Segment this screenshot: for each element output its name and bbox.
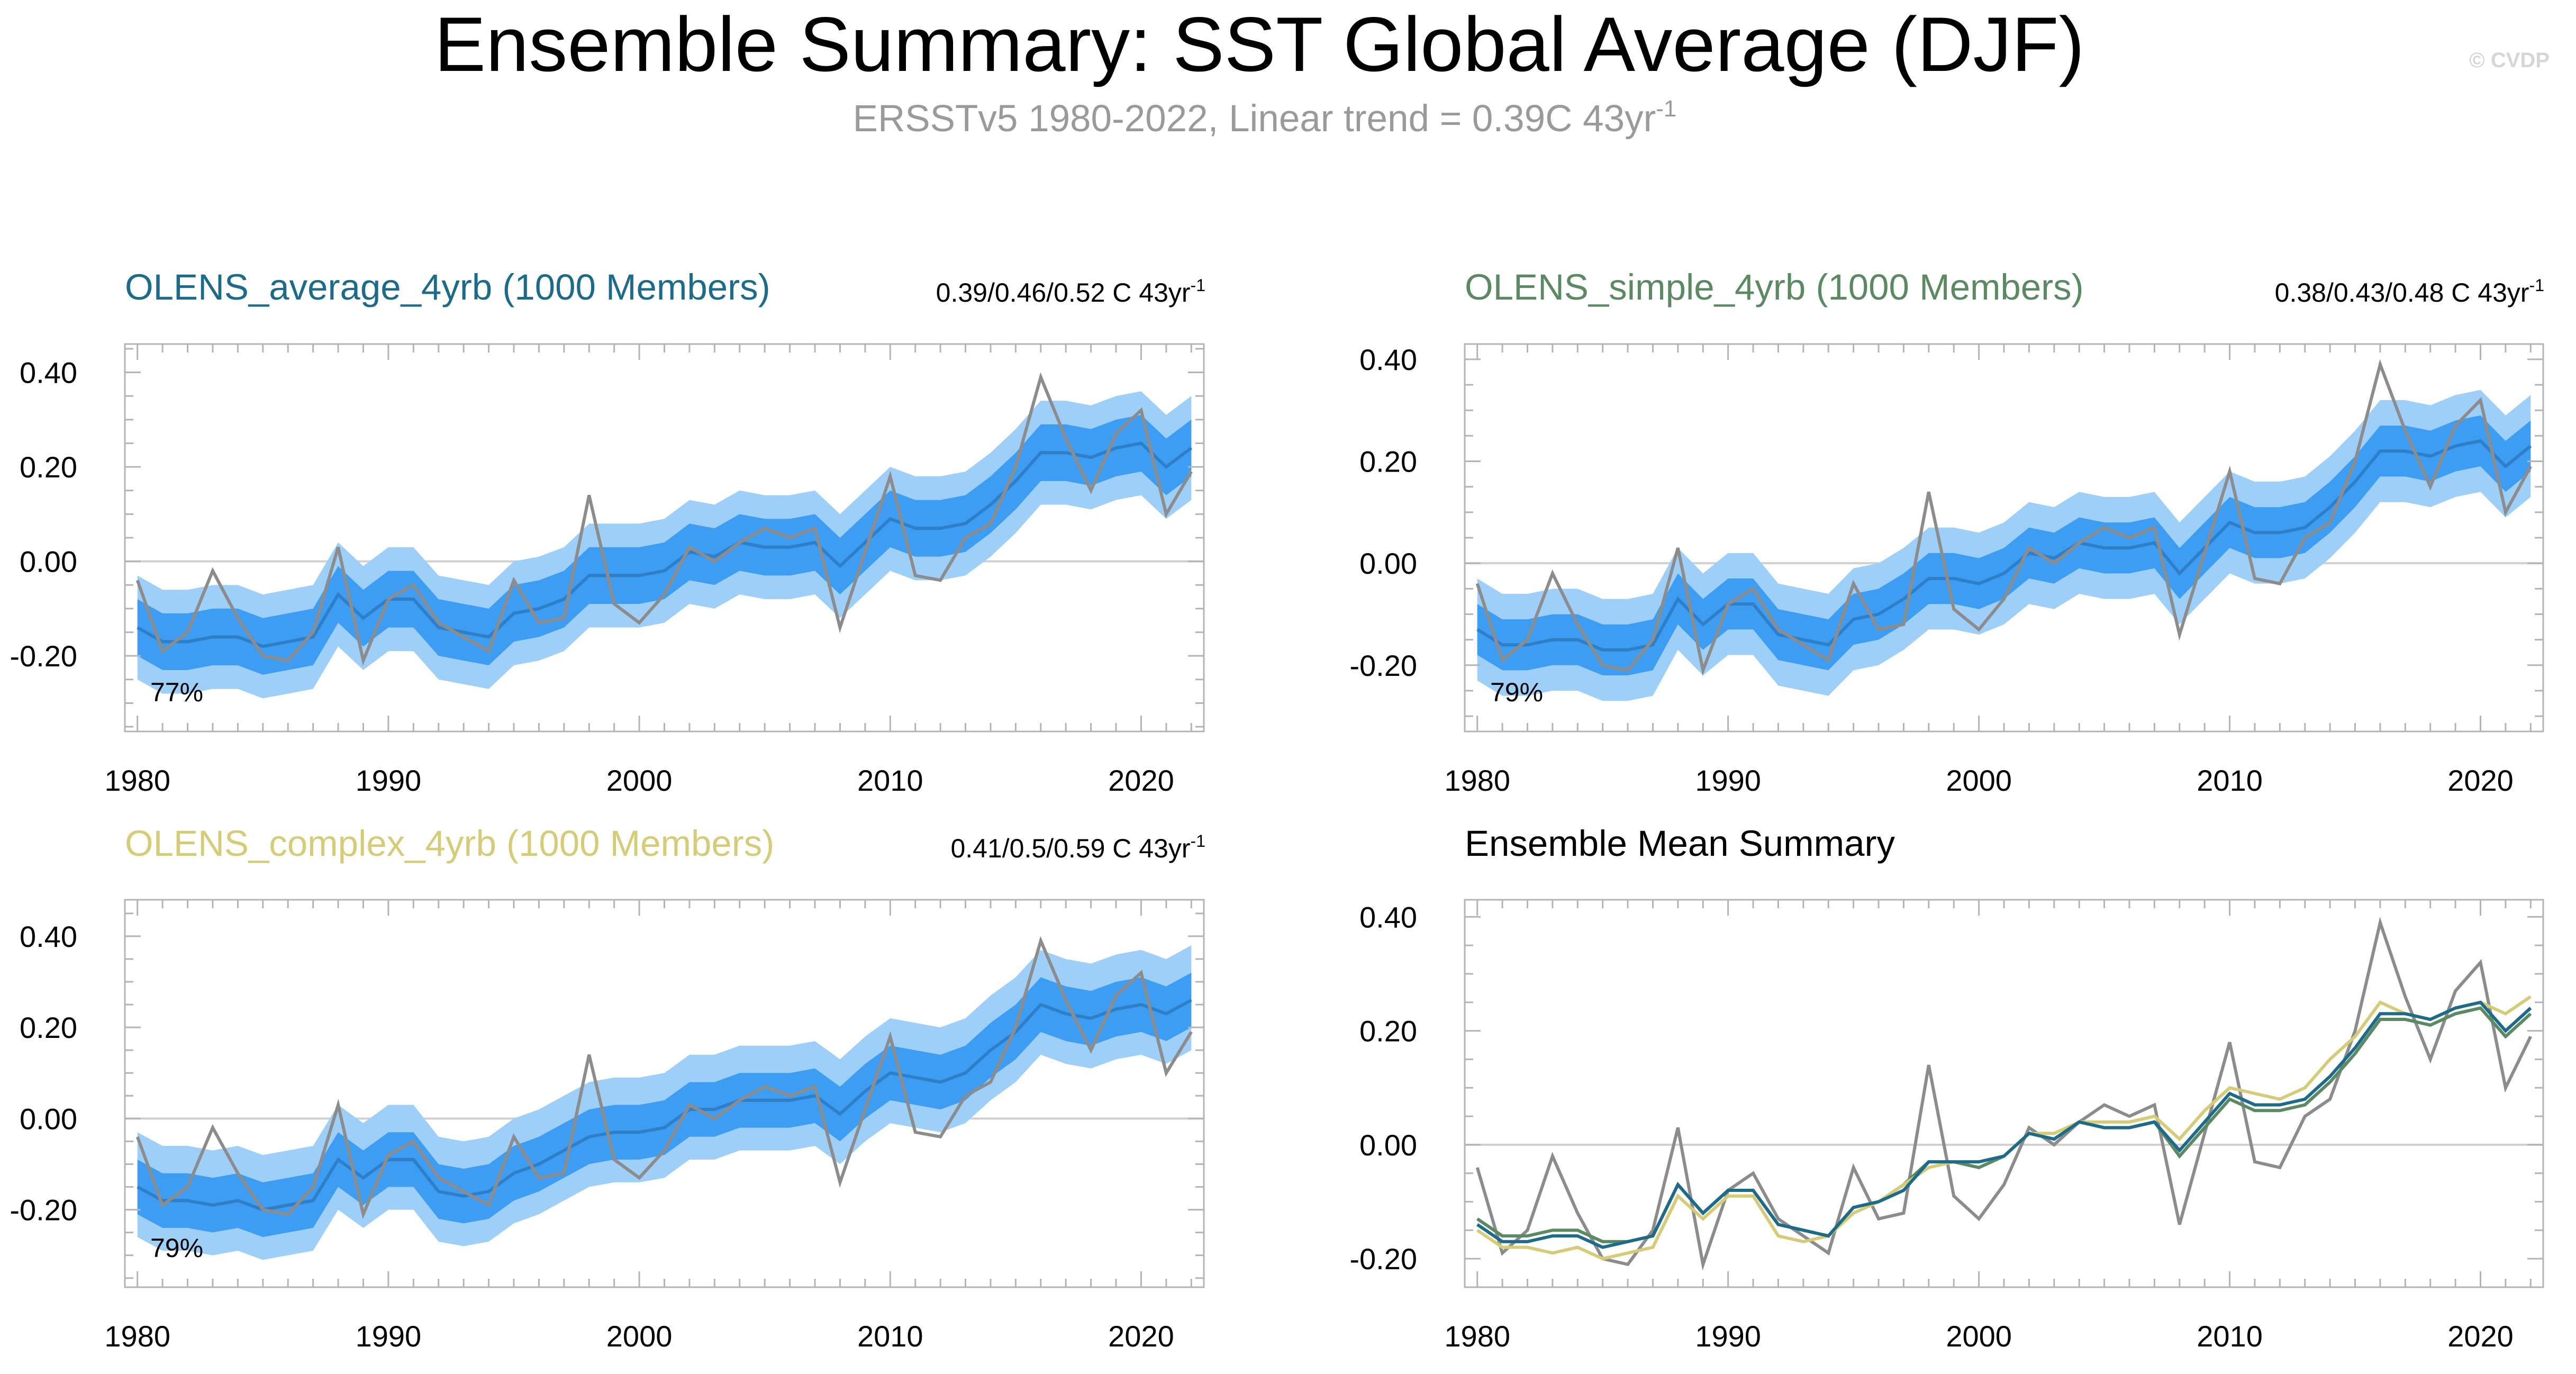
trend-label: 0.38/0.43/0.48 C 43yr-1	[2275, 276, 2544, 308]
percent-label: 79%	[150, 1233, 203, 1263]
x-tick-label: 2010	[857, 1319, 923, 1353]
x-tick-label: 2020	[2447, 1319, 2514, 1353]
chart-panel-average: OLENS_average_4yrb (1000 Members) 0.39/0.…	[10, 267, 1205, 797]
y-tick-label: 0.40	[1359, 900, 1417, 934]
y-tick-label: -0.20	[10, 1194, 77, 1227]
inner-band	[137, 414, 1192, 675]
ensemble-mean-line	[137, 998, 1192, 1212]
series-line-olens-average-4yrb	[1476, 1000, 2532, 1249]
x-tick-label: 1990	[1695, 764, 1761, 797]
trend-label-superscript: -1	[1191, 276, 1205, 295]
percent-label: 79%	[1490, 677, 1543, 707]
trend-label: 0.39/0.46/0.52 C 43yr-1	[936, 276, 1205, 308]
x-tick-label: 1980	[104, 764, 170, 797]
x-tick-label: 1980	[104, 1319, 170, 1353]
y-tick-label: 0.00	[1359, 1128, 1417, 1162]
y-tick-label: 0.20	[1359, 445, 1417, 478]
x-tick-label: 2010	[857, 764, 923, 797]
percent-label: 77%	[150, 677, 203, 707]
panel-title: OLENS_complex_4yrb (1000 Members)	[125, 823, 774, 864]
y-tick-label: 0.20	[20, 450, 77, 484]
y-tick-label: 0.00	[20, 545, 77, 578]
panel-title: OLENS_average_4yrb (1000 Members)	[125, 267, 770, 308]
x-tick-label: 2000	[1946, 1319, 2012, 1353]
trend-label-text: 0.41/0.5/0.59 C 43yr	[950, 834, 1190, 863]
figure-subtitle: ERSSTv5 1980-2022, Linear trend = 0.39C …	[853, 96, 1677, 140]
chart-panels: OLENS_average_4yrb (1000 Members) 0.39/0.…	[10, 267, 2544, 1353]
x-tick-label: 1980	[1444, 1319, 1510, 1353]
trend-label-superscript: -1	[2529, 276, 2544, 295]
observations-line	[1475, 359, 2532, 676]
y-tick-label: -0.20	[1349, 649, 1417, 682]
inner-band	[1477, 415, 2531, 676]
y-tick-label: 0.20	[1359, 1015, 1417, 1048]
subtitle-text: ERSSTv5 1980-2022, Linear trend = 0.39C …	[853, 98, 1656, 140]
trend-label: 0.41/0.5/0.59 C 43yr-1	[950, 831, 1205, 863]
cvdp-watermark: © CVDP	[2469, 49, 2550, 72]
y-tick-label: 0.20	[20, 1011, 77, 1044]
observations-line	[135, 372, 1193, 666]
series-line-observations-ersstv5	[1475, 917, 2532, 1271]
y-tick-label: 0.00	[1359, 547, 1417, 580]
plot-frame	[1464, 899, 2544, 1288]
y-tick-label: 0.40	[20, 356, 77, 390]
series-line-olens-complex-4yrb	[1476, 995, 2532, 1261]
x-tick-label: 1990	[356, 1319, 422, 1353]
x-tick-label: 2020	[1108, 764, 1174, 797]
x-tick-label: 2000	[606, 764, 673, 797]
x-tick-label: 1990	[1695, 1319, 1761, 1353]
y-tick-label: 0.40	[20, 920, 77, 953]
subtitle-superscript: -1	[1656, 96, 1676, 122]
inner-band	[137, 972, 1192, 1237]
chart-panel-simple: OLENS_simple_4yrb (1000 Members) 0.38/0.4…	[1349, 267, 2544, 797]
ensemble-mean-line	[1476, 439, 2532, 652]
chart-panel-mean_summary: Ensemble Mean Summary 1980 1990 2000 2010 202…	[1349, 823, 2544, 1353]
x-tick-label: 2000	[1946, 764, 2012, 797]
x-tick-label: 2020	[2447, 764, 2514, 797]
panel-title: Ensemble Mean Summary	[1465, 823, 1895, 864]
trend-label-text: 0.38/0.43/0.48 C 43yr	[2275, 278, 2529, 308]
trend-label-superscript: -1	[1191, 831, 1205, 851]
x-tick-label: 1980	[1444, 764, 1510, 797]
x-tick-label: 2020	[1108, 1319, 1174, 1353]
y-tick-label: 0.00	[20, 1102, 77, 1135]
x-tick-label: 1990	[356, 764, 422, 797]
series-line-olens-simple-4yrb	[1476, 1006, 2532, 1243]
y-tick-label: -0.20	[10, 639, 77, 673]
x-tick-label: 2010	[2197, 764, 2263, 797]
y-tick-label: -0.20	[1349, 1242, 1417, 1276]
x-tick-label: 2010	[2197, 1319, 2263, 1353]
panel-title: OLENS_simple_4yrb (1000 Members)	[1465, 267, 2084, 308]
ensemble-mean-line	[137, 441, 1193, 648]
x-tick-label: 2000	[606, 1319, 673, 1353]
figure-title: Ensemble Summary: SST Global Average (DJ…	[434, 1, 2085, 87]
trend-label-text: 0.39/0.46/0.52 C 43yr	[936, 278, 1191, 308]
y-tick-label: 0.40	[1359, 343, 1417, 376]
chart-panel-complex: OLENS_complex_4yrb (1000 Members) 0.41/0.…	[10, 823, 1205, 1353]
observations-line	[135, 936, 1193, 1219]
